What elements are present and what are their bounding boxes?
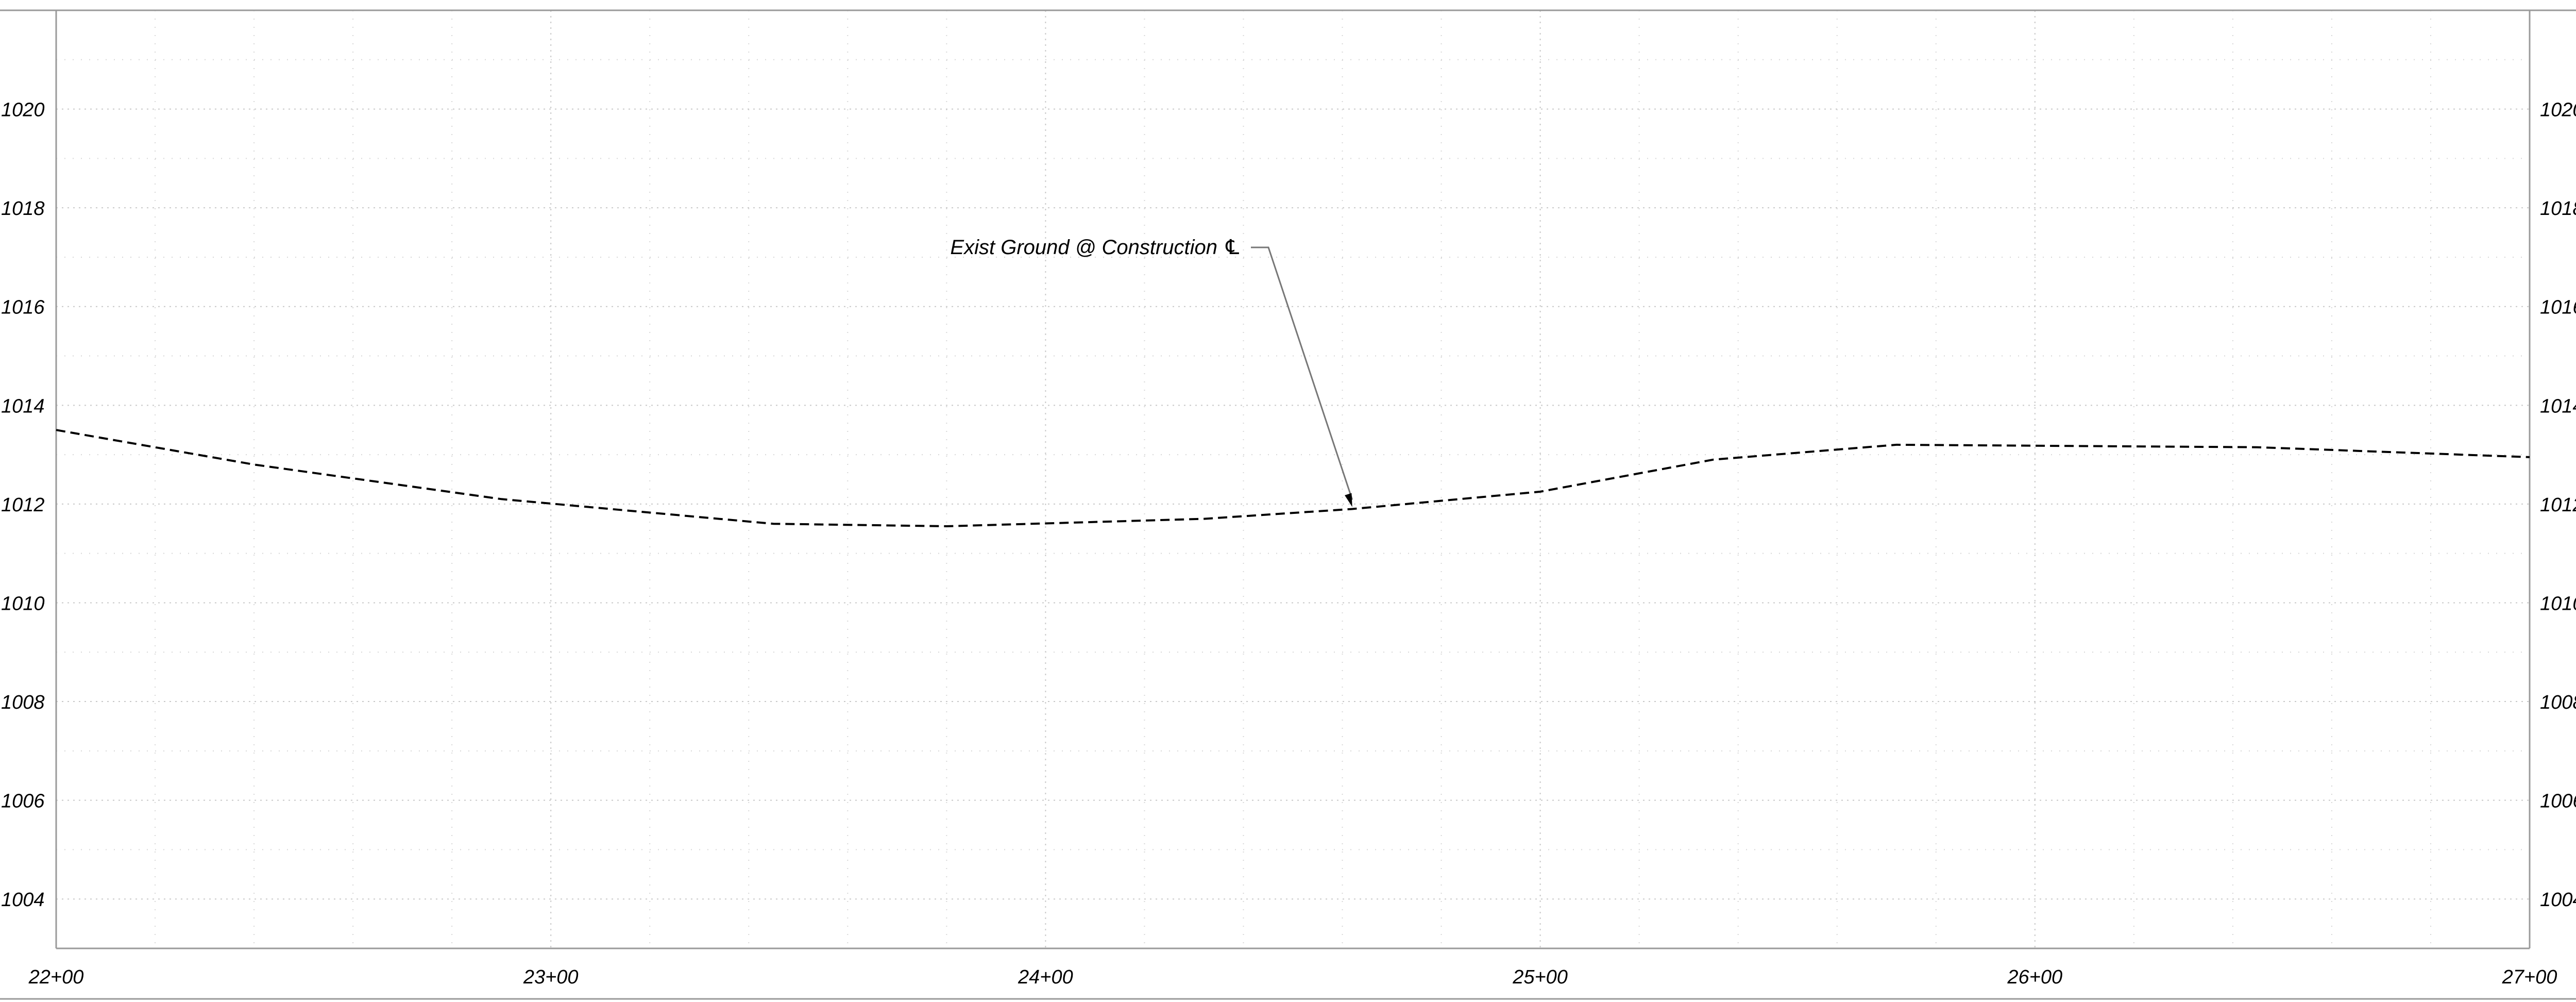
y-tick-label-left: 1006 — [1, 791, 45, 812]
y-tick-label-right: 1004 — [2540, 889, 2576, 911]
series-layer — [56, 429, 2530, 528]
grid-lines — [56, 10, 2530, 949]
chart-frame — [0, 9, 2576, 1000]
y-tick-label-right: 1016 — [2540, 297, 2576, 319]
annotation-layer: Exist Ground @ Construction ℄ — [950, 236, 1353, 507]
x-tick-label: 25+00 — [1512, 966, 1568, 988]
annotation-leader-line — [1251, 246, 1353, 500]
y-tick-label-left: 1012 — [1, 494, 45, 516]
x-tick-label: 22+00 — [28, 966, 84, 988]
x-tick-label: 24+00 — [1018, 966, 1073, 988]
x-tick-label: 27+00 — [2502, 966, 2557, 988]
y-tick-label-right: 1006 — [2540, 791, 2576, 812]
existing-ground-profile-line — [56, 429, 2530, 528]
y-tick-label-left: 1014 — [1, 395, 45, 417]
annotation-label: Exist Ground @ Construction ℄ — [950, 236, 1242, 259]
y-tick-label-right: 1018 — [2540, 198, 2576, 220]
tick-labels: 1004 1004 1006 1006 1008 1008 1010 1010 1012 1012… — [1, 99, 2576, 988]
y-tick-label-right: 1020 — [2540, 99, 2576, 121]
x-tick-label: 23+00 — [523, 966, 579, 988]
y-tick-label-right: 1012 — [2540, 494, 2576, 516]
y-tick-label-left: 1008 — [1, 692, 45, 713]
y-tick-label-left: 1016 — [1, 297, 45, 319]
y-tick-label-left: 1020 — [1, 99, 45, 121]
y-tick-label-left: 1010 — [1, 593, 45, 614]
y-tick-label-left: 1004 — [1, 889, 45, 911]
y-tick-label-right: 1010 — [2540, 593, 2576, 614]
y-tick-label-right: 1014 — [2540, 395, 2576, 417]
annotation-arrowhead — [1345, 493, 1352, 507]
y-tick-label-left: 1018 — [1, 198, 45, 220]
y-tick-label-right: 1008 — [2540, 692, 2576, 713]
x-tick-label: 26+00 — [2007, 966, 2062, 988]
